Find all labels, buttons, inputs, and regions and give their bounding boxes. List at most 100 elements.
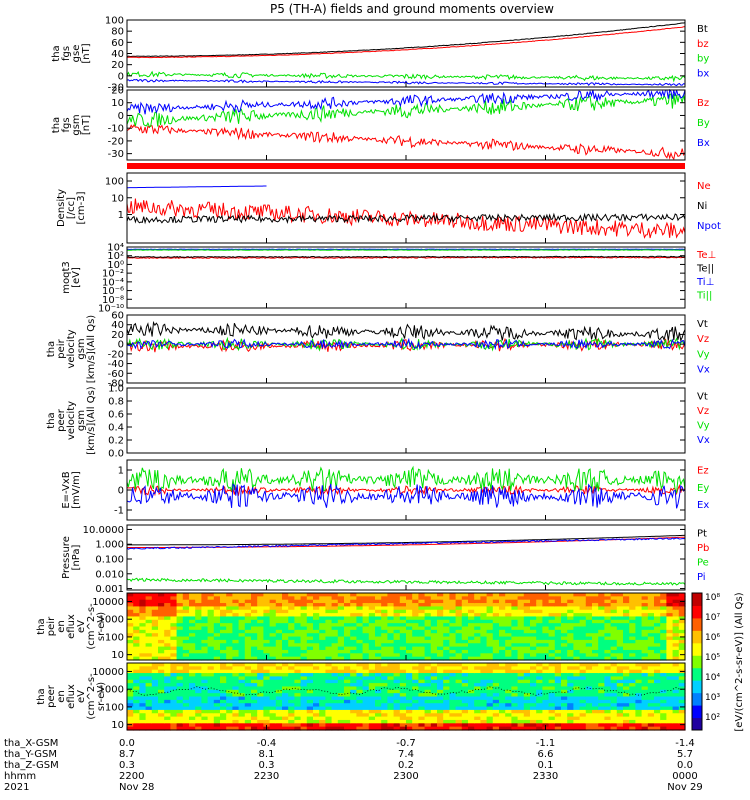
- ylabel-peer_spec-6: sr-eV): [96, 682, 107, 711]
- ytick-peer_spec-1: 100: [105, 702, 124, 713]
- ytick-peir_vel-7: 60: [111, 311, 124, 322]
- legend-efield-0: Ez: [697, 466, 709, 477]
- legend-peer_vel-3: Vx: [697, 435, 710, 446]
- series-density-1: [126, 212, 686, 225]
- ylabel-peir_spec-2: en: [56, 620, 67, 633]
- ylabel-peir_spec-1: peir: [46, 616, 57, 636]
- ytick-fgs_gse-5: 80: [111, 27, 124, 38]
- series-fgs_gse-0: [126, 22, 686, 58]
- series-density-2: [127, 185, 267, 189]
- colorbar-tick-1: 10⁷: [705, 613, 720, 623]
- legend-fgs_gsm-2: Bx: [697, 138, 710, 149]
- ytick-fgs_gse-0: -20: [108, 83, 124, 94]
- ytick-peir_vel-5: 20: [111, 330, 124, 341]
- series-fgs_gsm-0: [126, 124, 686, 161]
- ylabel-peer_vel-2: velocity: [66, 401, 77, 440]
- panel-peer_vel: Vt Vz Vy Vx 0.0 0.2 0.4 0.6 0.8 1.0 tha peer velocit…: [46, 384, 710, 460]
- xrow-label-2: tha_Z-GSM: [4, 760, 59, 771]
- ytick-fgs_gse-4: 60: [111, 38, 124, 49]
- panel-efield: Ez Ey Ex -1 0 1 E=-VxB [mV/m]: [61, 459, 709, 521]
- colorbar-tick-2: 10⁶: [705, 633, 720, 643]
- colorbar-tick-0: 10⁸: [705, 593, 720, 603]
- ylabel-fgs_gse-1: fgs: [61, 46, 72, 61]
- ylabel-efield-0: E=-VxB: [61, 471, 72, 508]
- ytick-fgs_gsm-2: -10: [108, 124, 124, 135]
- ytick-fgs_gsm-4: 10: [111, 98, 124, 109]
- series-pressure-3: [126, 537, 686, 550]
- colorbar-tick-3: 10⁵: [705, 653, 720, 663]
- ylabel-peer_spec-2: en: [56, 690, 67, 703]
- ylabel-peir_vel-4: [km/s](All Qs): [86, 315, 97, 383]
- xrow-label-4: 2021: [4, 782, 29, 793]
- xrow-4-0: Nov 28: [119, 782, 154, 793]
- ylabel-fgs_gse-3: [nT]: [81, 43, 92, 63]
- legend-temp-0: Te⊥: [696, 250, 716, 261]
- ylabel-peer_vel-0: tha: [46, 412, 57, 428]
- ytick-peir_spec-1: 100: [105, 632, 124, 643]
- ylabel-peir_vel-3: gsm: [76, 338, 87, 359]
- x-axis-labels: tha_X-GSM 0.0 -0.4 -0.7 -1.1 -1.4 tha_Y-GSM 8.7…: [4, 738, 703, 793]
- series-fgs_gse-3: [126, 78, 686, 87]
- series-temp-0: [126, 256, 686, 259]
- ylabel-peer_spec-4: eV: [76, 690, 87, 703]
- ylabel-peir_vel-1: peir: [56, 338, 67, 358]
- ylabel-pressure-0: Pressure: [61, 536, 72, 579]
- ytick-fgs_gse-3: 40: [111, 49, 124, 60]
- legend-pressure-3: Pi: [697, 572, 706, 583]
- xrow-0-4: -1.4: [675, 738, 695, 749]
- legend-fgs_gsm-1: By: [697, 118, 710, 129]
- ytick-peer_vel-2: 0.4: [108, 423, 124, 434]
- ytick-density-2: 100: [105, 176, 124, 187]
- ytick-peer_vel-4: 0.8: [108, 397, 124, 408]
- ytick-fgs_gse-1: 0: [118, 71, 124, 82]
- legend-fgs_gsm-0: Bz: [697, 98, 709, 109]
- panel-temp: Te⊥Te||Ti⊥Ti||10⁻¹⁰10⁻⁸10⁻⁶10⁻⁴10⁻²10⁰10…: [61, 243, 716, 315]
- ytick-density-1: 10: [111, 193, 124, 204]
- ylabel-fgs_gsm-2: gsm: [71, 114, 82, 135]
- xrow-label-1: tha_Y-GSM: [4, 749, 57, 760]
- ytick-temp-6: 10²: [107, 251, 124, 262]
- ytick-density-0: 1: [118, 210, 124, 221]
- colorbar-tick-5: 10³: [705, 693, 720, 703]
- ylabel-density-1: [/cc]: [66, 197, 77, 219]
- series-pressure-0: [127, 534, 686, 546]
- ylabel-peer_spec-5: (cm^2-s-: [86, 673, 97, 720]
- ytick-peer_spec-0: 10: [111, 720, 124, 731]
- ylabel-peer_spec-1: peer: [46, 684, 57, 708]
- ytick-peer_vel-3: 0.6: [108, 410, 124, 421]
- legend-fgs_gse-1: bz: [697, 39, 709, 50]
- ytick-peir_spec-0: 10: [111, 650, 124, 661]
- legend-peir_vel-2: Vy: [697, 349, 710, 360]
- legend-peer_vel-2: Vy: [697, 420, 710, 431]
- colorbar-tick-4: 10⁴: [705, 673, 720, 683]
- xrow-3-0: 2200: [119, 771, 144, 782]
- ylabel-peer_vel-4: [km/s](All Qs): [86, 386, 97, 454]
- xrow-2-3: 0.1: [538, 760, 554, 771]
- ylabel-peir_spec-4: eV: [76, 620, 87, 633]
- series-fgs_gse-1: [126, 26, 686, 59]
- ytick-temp-2: 10⁻⁶: [102, 286, 124, 297]
- xrow-label-3: hhmm: [4, 771, 36, 782]
- colorbar-label: [eV/(cm^2-s-sr-eV)] (All Qs): [734, 592, 745, 731]
- ytick-pressure-0: 0.001: [95, 584, 124, 595]
- series-peir_vel-0: [126, 320, 686, 343]
- series-temp-3: [126, 249, 686, 251]
- ylabel-peir_vel-2: velocity: [66, 329, 77, 368]
- legend-temp-1: Te||: [696, 263, 714, 274]
- ytick-peir_vel-6: 40: [111, 320, 124, 331]
- xrow-0-1: -0.4: [257, 738, 277, 749]
- legend-density-1: Ni: [697, 201, 707, 212]
- legend-peir_vel-3: Vx: [697, 364, 710, 375]
- legend-density-2: Npot: [697, 221, 721, 232]
- xrow-1-1: 8.1: [259, 749, 275, 760]
- ytick-peir_vel-1: -60: [108, 369, 124, 380]
- ylabel-fgs_gse-2: gse: [71, 45, 82, 63]
- ylabel-peer_vel-1: peer: [56, 408, 67, 432]
- ylabel-peer_vel-3: gsm: [76, 410, 87, 431]
- ytick-efield-2: 1: [118, 466, 124, 477]
- ylabel-temp-0: moqt3: [61, 261, 72, 294]
- legend-pressure-2: Pe: [697, 557, 709, 568]
